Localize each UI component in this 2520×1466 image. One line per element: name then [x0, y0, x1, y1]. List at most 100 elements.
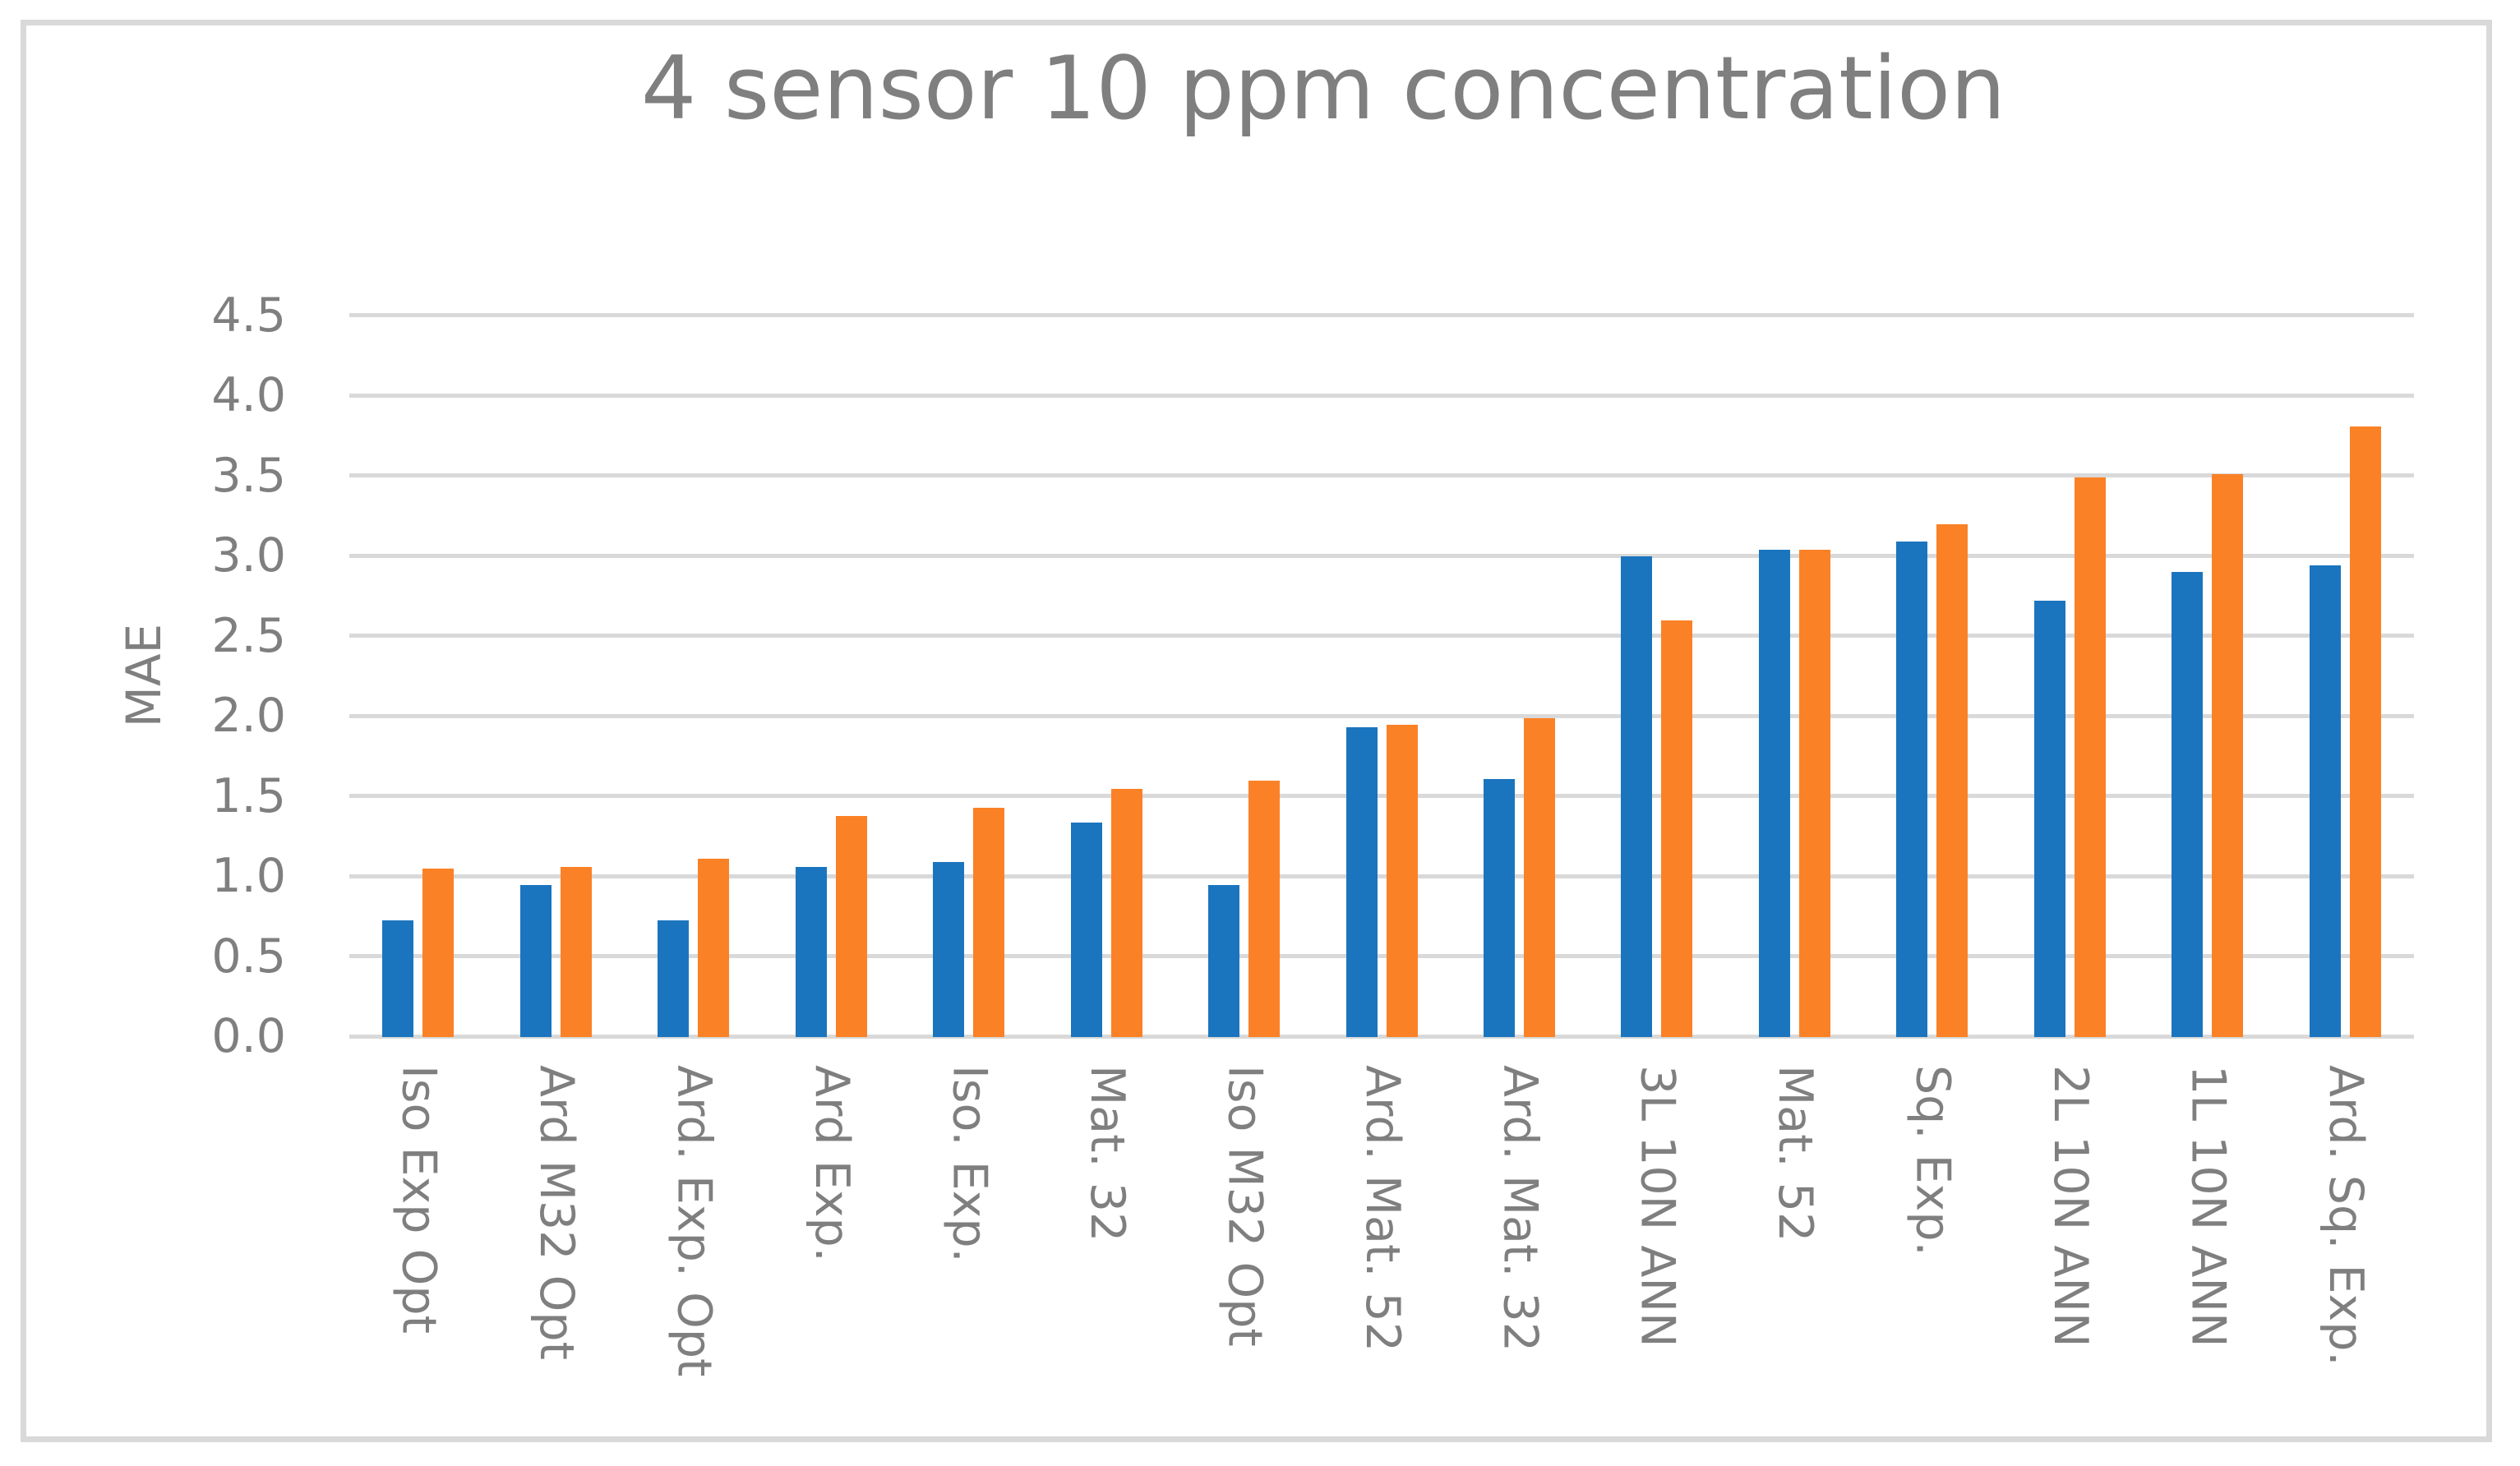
series-1-bar [2349, 426, 2381, 1037]
x-label-cell: Ard. Mat. 52 [1313, 1065, 1450, 1418]
series-1-bar [422, 869, 455, 1037]
x-category-label: Iso. Exp. [942, 1065, 997, 1263]
plot-area [349, 313, 2414, 1039]
x-category-label: Sq. Exp. [1905, 1065, 1960, 1256]
x-label-cell: Iso. Exp. [900, 1065, 1037, 1418]
gridline [349, 313, 2414, 317]
series-0-bar [2309, 565, 2341, 1037]
x-category-label: 3L 10N ANN [1630, 1065, 1685, 1348]
bar-group [900, 316, 1037, 1037]
y-tick-label: 3.0 [211, 528, 286, 583]
gridline [349, 954, 2414, 959]
x-category-label: Iso Exp Opt [391, 1065, 446, 1334]
x-label-cell: Ard Exp. [762, 1065, 899, 1418]
bar-group [487, 316, 624, 1037]
y-tick-label: 4.0 [211, 368, 286, 423]
x-category-label: Mat. 52 [1768, 1065, 1823, 1242]
x-category-label: Ard M32 Opt [528, 1065, 584, 1360]
series-0-bar [519, 884, 552, 1037]
y-tick-label: 0.0 [211, 1009, 286, 1063]
gridline [349, 393, 2414, 398]
bar-group [1726, 316, 1863, 1037]
x-category-label: Ard. Mat. 52 [1355, 1065, 1410, 1353]
x-label-cell: 3L 10N ANN [1588, 1065, 1725, 1418]
y-tick-label: 3.5 [211, 448, 286, 503]
series-1-bar [1248, 780, 1281, 1037]
gridline [349, 874, 2414, 878]
series-0-bar [2033, 601, 2065, 1037]
series-0-bar [382, 920, 414, 1037]
series-1-bar [835, 815, 867, 1037]
y-tick-label: 1.0 [211, 849, 286, 904]
series-1-bar [2074, 477, 2106, 1037]
bar-group [1037, 316, 1175, 1037]
x-label-cell: Ard. Mat. 32 [1451, 1065, 1588, 1418]
x-label-cell: Sq. Exp. [1863, 1065, 2001, 1418]
series-0-bar [1896, 542, 1928, 1037]
x-label-cell: Mat. 52 [1726, 1065, 1863, 1418]
bar-group [1313, 316, 1450, 1037]
bar-group [1588, 316, 1725, 1037]
y-tick-label: 1.5 [211, 768, 286, 823]
gridline [349, 634, 2414, 638]
x-axis-category-labels: Iso Exp Opt Ard M32 Opt Ard. Exp. Opt Ard E… [349, 1065, 2414, 1418]
bar-group [2001, 316, 2139, 1037]
bar-group [625, 316, 762, 1037]
series-0-bar [658, 920, 690, 1037]
series-0-bar [1070, 822, 1102, 1037]
x-label-cell: Ard. Sq. Exp. [2277, 1065, 2414, 1418]
x-label-cell: Mat. 32 [1037, 1065, 1175, 1418]
series-1-bar [698, 859, 730, 1037]
series-1-bar [1661, 620, 1693, 1037]
chart-title: 4 sensor 10 ppm concentration [640, 38, 2006, 139]
series-1-bar [1110, 788, 1142, 1037]
bar-group [762, 316, 899, 1037]
series-0-bar [1483, 778, 1515, 1037]
bar-groups [349, 316, 2414, 1037]
series-1-bar [2212, 474, 2244, 1037]
series-0-bar [1208, 884, 1240, 1037]
x-label-cell: 2L 10N ANN [2001, 1065, 2139, 1418]
bar-group [2139, 316, 2276, 1037]
x-category-label: Iso M32 Opt [1217, 1065, 1272, 1347]
series-1-bar [1386, 724, 1418, 1037]
x-category-label: 2L 10N ANN [2043, 1065, 2098, 1348]
series-0-bar [1758, 549, 1790, 1037]
x-label-cell: Iso M32 Opt [1175, 1065, 1313, 1418]
x-category-label: Ard Exp. [804, 1065, 859, 1262]
gridline [349, 553, 2414, 558]
bar-group [1863, 316, 2001, 1037]
series-0-bar [933, 862, 965, 1037]
y-tick-label: 0.5 [211, 929, 286, 984]
y-tick-label: 2.0 [211, 689, 286, 744]
x-category-label: Ard. Mat. 32 [1493, 1065, 1548, 1353]
series-0-bar [1621, 556, 1653, 1037]
bar-group [349, 316, 487, 1037]
series-0-bar [1345, 727, 1378, 1037]
x-label-cell: Ard. Exp. Opt [625, 1065, 762, 1418]
y-tick-label: 4.5 [211, 288, 286, 343]
gridline [349, 473, 2414, 478]
x-label-cell: Iso Exp Opt [349, 1065, 487, 1418]
y-tick-label: 2.5 [211, 608, 286, 663]
x-label-cell: Ard M32 Opt [487, 1065, 624, 1418]
gridline [349, 1035, 2414, 1039]
series-0-bar [2172, 572, 2204, 1037]
bar-group [1451, 316, 1588, 1037]
x-category-label: Ard. Exp. Opt [667, 1065, 722, 1377]
series-1-bar [1798, 549, 1830, 1037]
series-1-bar [1936, 523, 1968, 1037]
x-label-cell: 1L 10N ANN [2139, 1065, 2276, 1418]
bar-group [2277, 316, 2414, 1037]
gridline [349, 713, 2414, 718]
bar-group [1175, 316, 1313, 1037]
x-category-label: Ard. Sq. Exp. [2319, 1065, 2374, 1367]
series-1-bar [973, 808, 1005, 1037]
x-category-label: 1L 10N ANN [2181, 1065, 2236, 1348]
series-0-bar [795, 867, 827, 1037]
x-category-label: Mat. 32 [1079, 1065, 1134, 1242]
y-axis-tick-labels: 4.5 4.0 3.5 3.0 2.5 2.0 1.5 1.0 0.5 0.0 [0, 292, 286, 1060]
series-1-bar [560, 867, 592, 1037]
gridline [349, 794, 2414, 799]
series-1-bar [1523, 717, 1555, 1037]
